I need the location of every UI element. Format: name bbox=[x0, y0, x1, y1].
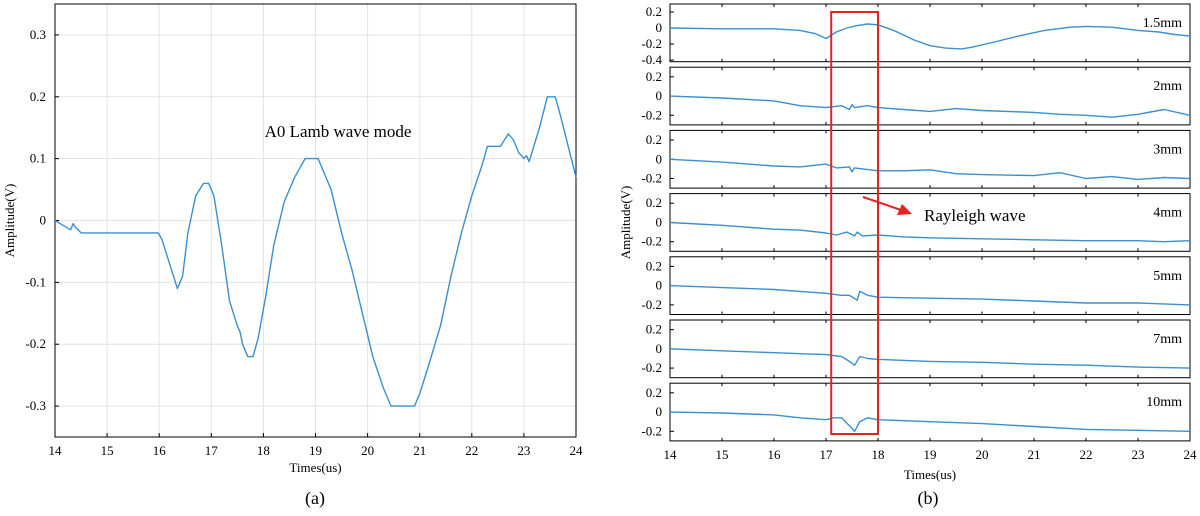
series-line-1-5mm bbox=[669, 23, 1191, 50]
y-tick-label: 0.2 bbox=[646, 385, 662, 400]
y-tick-label: 0.1 bbox=[30, 151, 46, 166]
series-label-5mm: 5mm bbox=[1153, 269, 1182, 284]
y-tick-label: 0 bbox=[656, 151, 663, 166]
strip-frame bbox=[669, 256, 1191, 315]
x-tick-label: 20 bbox=[976, 447, 989, 462]
series-line-3mm bbox=[669, 158, 1191, 181]
x-tick-label: 24 bbox=[570, 443, 584, 458]
highlight-box bbox=[830, 11, 880, 435]
arrow-line bbox=[862, 196, 902, 211]
y-axis-label: Amplitude(V) bbox=[2, 184, 17, 258]
y-tick-label: 0.2 bbox=[646, 195, 662, 210]
y-tick-label: 0 bbox=[40, 213, 47, 228]
y-tick-label: -0.3 bbox=[25, 398, 46, 413]
x-tick-label: 16 bbox=[153, 443, 167, 458]
panel-a-chart: 14 15 16 17 18 19 20 21 22 23 24 -0.3 -0.2 -0.1 0 0.1 0.… bbox=[2, 3, 584, 475]
y-tick-label: -0.2 bbox=[25, 336, 46, 351]
x-tick-label: 16 bbox=[768, 447, 782, 462]
strip-3mm: 0.2 0 -0.2 3mm bbox=[641, 129, 1191, 189]
panel-a-label: (a) bbox=[305, 488, 325, 509]
y-tick-label: 0.2 bbox=[646, 69, 662, 84]
strip-frame bbox=[669, 193, 1191, 252]
y-tick-label: 0 bbox=[656, 404, 663, 419]
series-line-7mm bbox=[669, 348, 1191, 369]
x-tick-label: 23 bbox=[1132, 447, 1145, 462]
y-axis-label: Amplitude(V) bbox=[618, 186, 633, 260]
x-tick-label: 20 bbox=[361, 443, 374, 458]
y-tick-label: -0.2 bbox=[641, 36, 662, 51]
x-tick-label: 18 bbox=[257, 443, 270, 458]
x-tick-label: 18 bbox=[872, 447, 885, 462]
annotation-rayleigh-wave: Rayleigh wave bbox=[924, 206, 1026, 225]
y-tick-label: -0.2 bbox=[641, 360, 662, 375]
x-tick-label: 17 bbox=[820, 447, 834, 462]
series-line-4mm bbox=[669, 221, 1191, 243]
y-tick-label: 0 bbox=[656, 88, 663, 103]
panel-b-label: (b) bbox=[918, 488, 939, 509]
series-line-2mm bbox=[669, 95, 1191, 118]
strip-7mm: 0.2 0 -0.2 7mm bbox=[641, 319, 1191, 379]
series-label-7mm: 7mm bbox=[1153, 332, 1182, 347]
strip-10mm: 0.2 0 -0.2 10mm bbox=[641, 382, 1191, 442]
y-tick-label: -0.2 bbox=[641, 170, 662, 185]
x-tick-label: 15 bbox=[716, 447, 729, 462]
y-tick-label: -0.2 bbox=[641, 107, 662, 122]
series-line-5mm bbox=[669, 284, 1191, 306]
annotation-a0-lamb-wave: A0 Lamb wave mode bbox=[265, 122, 412, 141]
series-label-1-5mm: 1.5mm bbox=[1143, 16, 1182, 31]
x-tick-label: 22 bbox=[1080, 447, 1093, 462]
x-tick-label: 24 bbox=[1184, 447, 1198, 462]
y-tick-label: -0.2 bbox=[641, 423, 662, 438]
y-tick-label: -0.2 bbox=[641, 234, 662, 249]
strip-frame bbox=[669, 66, 1191, 126]
x-tick-label: 17 bbox=[205, 443, 219, 458]
strip-frame bbox=[669, 382, 1191, 442]
series-line-a0 bbox=[54, 96, 577, 407]
x-tick-label: 19 bbox=[309, 443, 322, 458]
x-axis-label: Times(us) bbox=[904, 467, 956, 482]
y-tick-label: 0.2 bbox=[646, 258, 662, 273]
series-label-3mm: 3mm bbox=[1153, 142, 1182, 157]
y-tick-label: 0 bbox=[656, 20, 663, 35]
strip-4mm: 0.2 0 -0.2 4mm bbox=[641, 193, 1191, 252]
x-tick-label: 14 bbox=[664, 447, 678, 462]
y-tick-label: -0.4 bbox=[641, 52, 662, 67]
x-tick-label: 19 bbox=[924, 447, 937, 462]
x-axis-label: Times(us) bbox=[289, 460, 341, 475]
x-tick-label: 21 bbox=[413, 443, 426, 458]
series-label-4mm: 4mm bbox=[1153, 206, 1182, 221]
y-tick-label: 0.2 bbox=[646, 132, 662, 147]
y-tick-label: -0.1 bbox=[25, 274, 46, 289]
series-label-2mm: 2mm bbox=[1153, 79, 1182, 94]
strip-5mm: 0.2 0 -0.2 5mm bbox=[641, 256, 1191, 315]
arrow-head bbox=[897, 204, 912, 215]
x-tick-label: 15 bbox=[101, 443, 114, 458]
y-tick-label: 0.2 bbox=[646, 322, 662, 337]
x-tick-label: 22 bbox=[465, 443, 478, 458]
strip-frame bbox=[669, 129, 1191, 189]
strip-1-5mm: 0.20-0.2-0.4 1.5mm bbox=[641, 3, 1191, 67]
x-tick-label: 23 bbox=[517, 443, 530, 458]
x-tick-label: 21 bbox=[1028, 447, 1041, 462]
y-tick-label: 0.3 bbox=[30, 27, 46, 42]
panel-b-chart: 0.20-0.2-0.41.5mm0.20-0.22mm0.20-0.23mm0… bbox=[618, 3, 1198, 482]
series-line-10mm bbox=[669, 411, 1191, 432]
strip-frame bbox=[669, 3, 1191, 63]
series-label-10mm: 10mm bbox=[1146, 395, 1182, 410]
x-tick-label: 14 bbox=[49, 443, 63, 458]
y-tick-label: 0 bbox=[656, 341, 663, 356]
y-tick-label: 0.2 bbox=[646, 4, 662, 19]
y-tick-label: 0 bbox=[656, 278, 663, 293]
strip-2mm: 0.2 0 -0.2 2mm bbox=[641, 66, 1191, 126]
y-tick-label: 0 bbox=[656, 214, 663, 229]
strip-frame bbox=[669, 319, 1191, 379]
y-tick-label: -0.2 bbox=[641, 297, 662, 312]
y-tick-label: 0.2 bbox=[30, 89, 46, 104]
